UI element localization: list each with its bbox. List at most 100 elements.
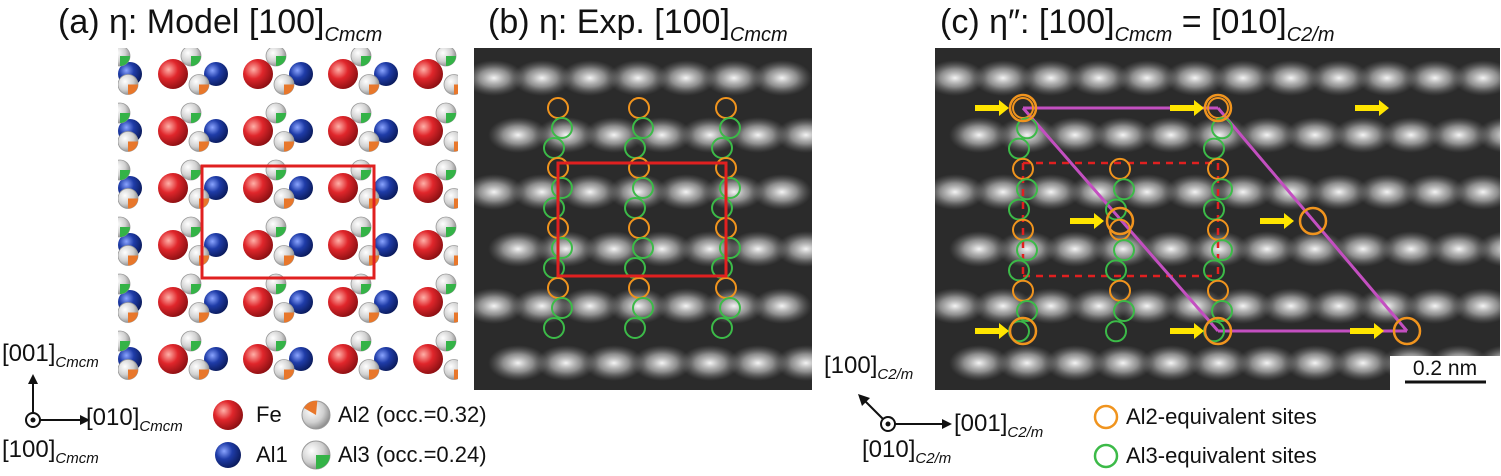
atom-column	[1357, 60, 1417, 96]
atom-column	[656, 288, 716, 324]
atom-column	[560, 288, 620, 324]
fe-atom	[243, 116, 273, 146]
al1-atom	[374, 290, 398, 314]
atom-column	[704, 174, 764, 210]
fe-atom	[328, 287, 358, 317]
al3-site	[1113, 178, 1135, 201]
atom-column	[1261, 288, 1321, 324]
atom-column	[488, 117, 548, 153]
partial-occupancy	[128, 369, 138, 380]
al2-site	[1012, 97, 1034, 119]
al2-site-highlight	[1298, 206, 1328, 236]
axis-triad-c	[858, 394, 952, 432]
legend-c-icons	[1093, 404, 1119, 469]
al1-atom	[204, 119, 228, 143]
partial-occupancy	[276, 56, 286, 66]
al1-atom	[374, 119, 398, 143]
legend-al3-sites: Al3-equivalent sites	[1126, 443, 1317, 468]
al3-site	[1211, 178, 1233, 201]
fe-atom	[413, 230, 443, 260]
atom-column	[752, 60, 812, 96]
yellow-arrow	[1260, 213, 1294, 229]
atom-column	[560, 174, 620, 210]
legend-a-icons-right	[301, 400, 331, 470]
al2-site	[1207, 218, 1229, 241]
atom-column	[1357, 174, 1417, 210]
al3-site	[632, 237, 654, 259]
atom-column	[973, 60, 1033, 96]
al2-site	[1012, 279, 1034, 302]
partial-occupancy	[361, 170, 371, 180]
partial-occupancy	[276, 113, 286, 123]
partial-occupancy	[284, 198, 294, 209]
scale-bar-label: 0.2 nm	[1413, 357, 1477, 380]
partial-occupancy	[128, 312, 138, 323]
partial-occupancy	[191, 341, 201, 351]
fe-atom	[158, 116, 188, 146]
legend-al2: Al2 (occ.=0.32)	[338, 402, 487, 427]
atom-column	[1309, 60, 1369, 96]
fe-atom	[158, 344, 188, 374]
partial-occupancy	[199, 84, 209, 95]
panel-a-model	[118, 48, 458, 380]
al3-site	[1211, 239, 1233, 262]
atom-column	[1477, 231, 1500, 267]
partial-occupancy	[191, 170, 201, 180]
al1-atom	[204, 347, 228, 371]
fe-atom	[413, 59, 443, 89]
partial-occupancy	[369, 84, 379, 95]
partial-occupancy	[276, 170, 286, 180]
partial-occupancy	[369, 369, 379, 380]
atom-column	[1429, 231, 1489, 267]
atom-column	[997, 117, 1057, 153]
al3-site	[551, 237, 573, 259]
partial-occupancy	[446, 56, 456, 66]
partial-occupancy	[191, 113, 201, 123]
yellow-arrow	[1170, 323, 1204, 339]
atom-column	[1093, 345, 1153, 381]
fe-atom	[328, 116, 358, 146]
atom-column	[536, 117, 596, 153]
atom-column	[656, 60, 716, 96]
yellow-arrow	[1070, 213, 1104, 229]
fe-atom	[158, 173, 188, 203]
fe-atom	[328, 173, 358, 203]
partial-occupancy	[199, 312, 209, 323]
axis-triad-a	[25, 374, 90, 428]
al3-site	[1016, 178, 1038, 201]
legend-al1: Al1	[256, 442, 288, 467]
atom-column	[474, 174, 524, 210]
fe-atom	[158, 230, 188, 260]
al2-site-icon	[1093, 404, 1119, 430]
panel-a-title: (a) η: Model [100]Cmcm	[58, 3, 383, 46]
legend-al3: Al3 (occ.=0.24)	[338, 442, 487, 467]
atom-column	[1189, 345, 1249, 381]
partial-occupancy	[446, 284, 456, 294]
atom-column	[488, 345, 548, 381]
atom-column	[1117, 60, 1177, 96]
yellow-arrow	[975, 323, 1009, 339]
axis-c-right-label: [001]C2/m	[954, 410, 1044, 441]
atom-column	[1045, 345, 1105, 381]
fe-atom	[413, 116, 443, 146]
partial-occupancy	[284, 141, 294, 152]
al3-site	[1211, 300, 1233, 322]
atom-column	[1021, 60, 1081, 96]
atom-column	[752, 288, 812, 324]
partial-occupancy	[369, 312, 379, 323]
partial-occupancy	[361, 113, 371, 123]
al3-site	[719, 117, 741, 139]
al3-site	[1113, 239, 1135, 262]
al2-site-highlight	[1203, 316, 1233, 346]
fe-atom	[413, 173, 443, 203]
atom-column	[1213, 174, 1273, 210]
al3-site	[1008, 259, 1030, 282]
panel-c-title: (c) η″: [100]Cmcm = [010]C2/m	[940, 3, 1335, 46]
partial-occupancy	[120, 227, 130, 237]
atom-column	[1333, 345, 1393, 381]
al3-site	[1203, 137, 1225, 160]
atom-column	[608, 174, 668, 210]
atom-column	[728, 345, 788, 381]
al3-site	[1203, 259, 1225, 282]
atom-column	[680, 345, 740, 381]
